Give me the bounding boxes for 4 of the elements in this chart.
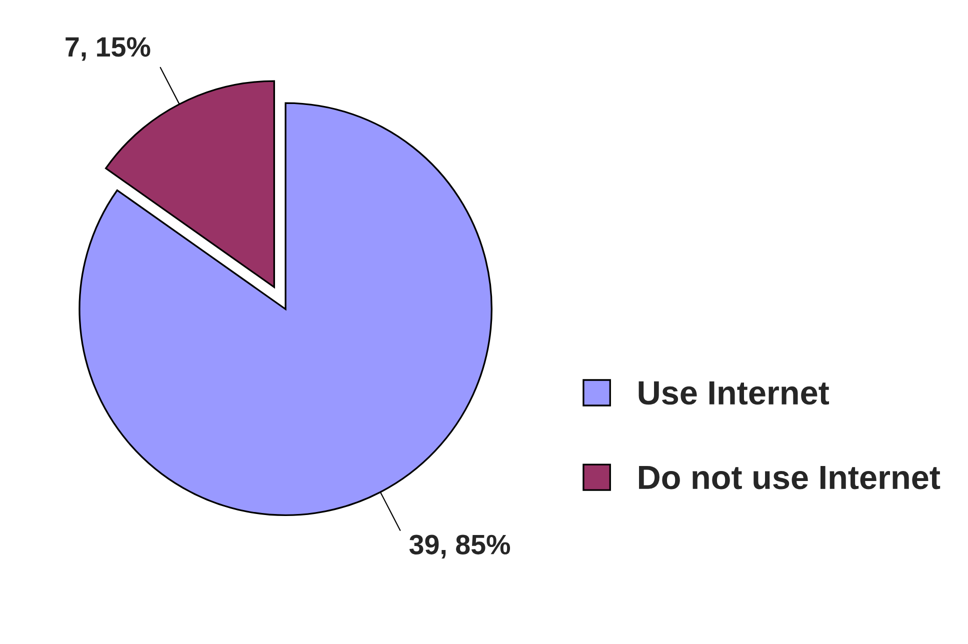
legend-label: Do not use Internet	[639, 466, 940, 490]
data-label: 39, 85%	[409, 534, 510, 558]
data-label: 7, 15%	[66, 37, 150, 61]
legend-label: Use Internet	[638, 381, 830, 405]
